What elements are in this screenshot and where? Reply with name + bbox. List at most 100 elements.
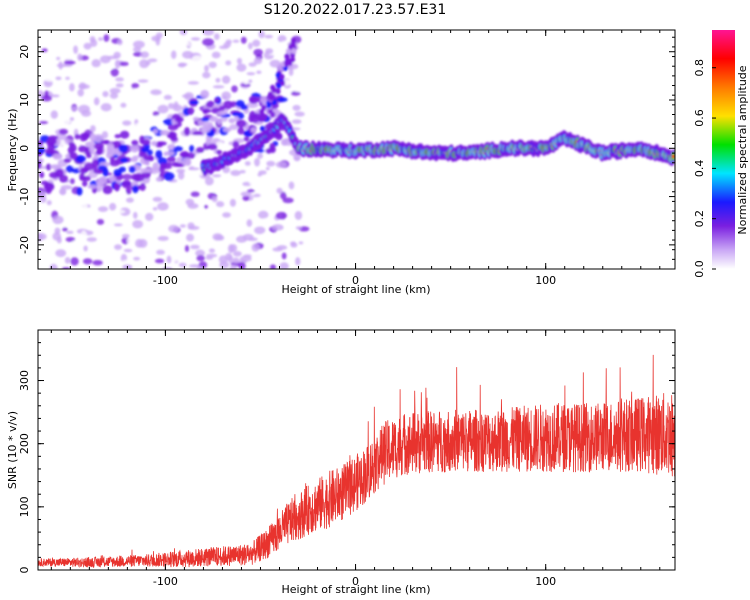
snr-ylabel: SNR (10 * v/v) [6,411,19,489]
noise-blob [69,83,75,92]
band-blob [189,145,195,153]
band-blob [132,185,139,194]
band-blob [207,143,218,150]
noise-blob [258,210,269,219]
y-tick-label: 100 [18,496,31,517]
band-blob [280,138,289,146]
band-blob [131,173,142,181]
noise-blob [155,115,167,119]
noise-blob [103,34,110,42]
band-blob [63,158,71,163]
noise-blob [290,90,301,96]
noise-blob [247,42,253,50]
noise-blob [202,71,211,79]
noise-blob [109,92,119,99]
band-blob [216,149,223,155]
band-blob [49,164,61,170]
noise-blob [196,266,203,269]
noise-blob [89,36,96,43]
band-blob [89,133,96,142]
band-blob [45,163,52,171]
noise-blob [109,202,117,211]
band-blob [147,155,155,162]
noise-blob [114,59,121,69]
band-blob [65,165,75,173]
band-blob [59,187,67,196]
noise-blob [202,38,215,47]
branch-blob [279,73,285,80]
x-tick-label: 100 [535,575,556,588]
band-blob [67,146,74,155]
noise-blob [179,224,186,228]
branch-blob [290,47,296,54]
branch-blob [290,37,296,44]
noise-blob [96,219,105,225]
noise-blob [262,232,271,238]
x-tick-label: 100 [535,274,556,287]
noise-blob [190,37,201,41]
band-blob [200,89,210,99]
noise-blob [83,42,92,50]
band-blob [209,116,219,122]
noise-blob [246,189,255,193]
noise-blob [254,226,266,235]
noise-blob [280,191,287,200]
noise-blob [283,220,294,227]
band-blob [237,126,245,135]
noise-blob [47,31,55,36]
snr-frame [37,329,676,571]
noise-blob [161,212,168,219]
noise-blob [126,236,136,245]
band-blob [276,97,288,103]
noise-blob [69,117,75,121]
noise-blob [78,203,88,210]
colorbar-label: Normalized spectral amplitude [736,65,749,234]
noise-blob [275,211,288,220]
noise-blob [51,85,57,93]
y-tick-label: 0 [18,145,31,152]
noise-blob [109,87,121,94]
noise-blob [246,102,259,109]
band-blob [113,168,122,177]
colorbar: 0.0 0.2 0.4 0.6 0.8 Normalized spectral ampl… [693,30,749,278]
band-blob [108,175,117,182]
band-blob [228,117,236,124]
noise-blob [56,236,62,244]
noise-blob [38,109,41,114]
noise-blob [99,55,111,64]
noise-blob [229,264,238,269]
noise-blob [178,262,187,268]
noise-blob [38,90,44,98]
noise-blob [187,81,199,85]
colorbar-tick-label: 0.0 [693,260,706,278]
spectrogram-frame [37,29,676,270]
x-tick-label: 0 [352,274,359,287]
noise-blob [254,157,261,167]
colorbar-tick-label: 0.4 [693,160,706,178]
noise-blob [195,249,205,257]
noise-blob [50,110,58,119]
noise-blob [242,195,250,201]
band-blob [195,146,205,154]
band-blob [173,146,183,152]
noise-blob [132,211,138,219]
band-blob [189,100,200,105]
noise-blob [65,76,70,80]
noise-blob [265,48,274,55]
band-blob [92,159,99,169]
band-blob [93,142,105,150]
noise-blob [43,221,55,229]
noise-blob [277,35,287,43]
noise-blob [107,65,115,70]
noise-blob [232,257,240,264]
noise-blob [41,95,53,102]
noise-blob [293,86,304,93]
noise-blob [55,249,67,258]
noise-blob [244,161,251,166]
noise-blob [132,40,145,49]
noise-blob [229,124,239,130]
noise-blob [168,102,175,110]
snr-series-line [38,354,675,569]
noise-blob [233,251,242,257]
noise-blob [191,55,204,64]
